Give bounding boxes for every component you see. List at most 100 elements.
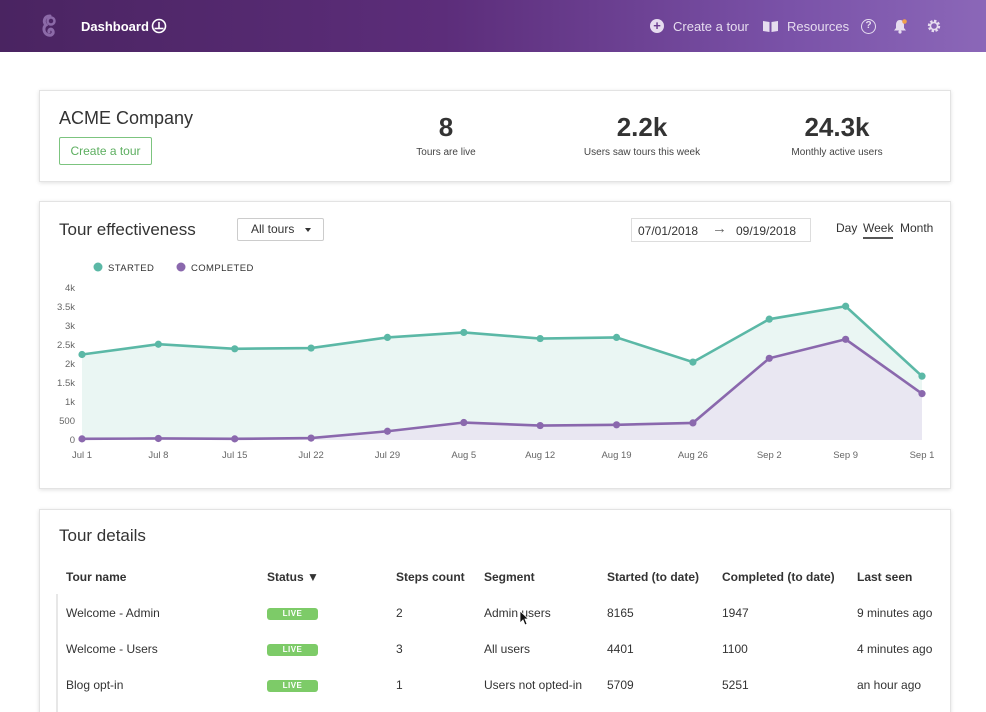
data-point-completed bbox=[689, 419, 697, 427]
data-point-started bbox=[383, 333, 392, 341]
x-tick-label: Aug 26 bbox=[678, 450, 708, 461]
data-point-completed bbox=[78, 435, 86, 443]
chart-title: Tour effectiveness bbox=[59, 220, 196, 239]
data-point-completed bbox=[918, 390, 926, 398]
cell-last-seen: 9 minutes ago bbox=[857, 606, 933, 620]
date-range-picker[interactable]: 07/01/2018 → 09/19/2018 bbox=[631, 218, 811, 242]
data-point-completed bbox=[231, 435, 239, 443]
help-icon: ? bbox=[861, 18, 876, 34]
nav-dashboard-link[interactable]: Dashboard bbox=[81, 19, 149, 34]
cell-last-seen: an hour ago bbox=[857, 678, 922, 692]
legend-label-started: STARTED bbox=[108, 263, 154, 274]
cell-completed: 5251 bbox=[722, 678, 749, 692]
cell-started: 8165 bbox=[607, 606, 634, 620]
nav-resources[interactable]: Resources bbox=[763, 0, 849, 52]
column-header-steps-count[interactable]: Steps count bbox=[396, 570, 465, 584]
column-header-segment[interactable]: Segment bbox=[484, 570, 535, 584]
series-area-completed bbox=[82, 339, 922, 440]
data-point-completed bbox=[383, 427, 392, 435]
date-to[interactable]: 09/19/2018 bbox=[736, 224, 797, 238]
x-tick-label: Aug 5 bbox=[451, 450, 476, 461]
legend-marker-completed bbox=[176, 262, 186, 272]
period-month[interactable]: Month bbox=[900, 221, 934, 235]
stat-value: 8 bbox=[438, 112, 454, 142]
nav-create-tour-label: Create a tour bbox=[673, 18, 749, 34]
tour-effectiveness-chart: 0 500 1k 1.5k 2k 2.5k 3k 3.5k 4k Jul 1 Jul 8 Jul 15… bbox=[57, 262, 935, 461]
nav-create-tour[interactable]: + Create a tour bbox=[650, 0, 749, 52]
column-header-started[interactable]: Started (to date) bbox=[607, 570, 700, 584]
book-icon bbox=[763, 21, 778, 32]
table-row[interactable]: Welcome - Users LIVE 3 All users 4401 11… bbox=[56, 632, 952, 668]
cell-tour-name[interactable]: Welcome - Users bbox=[66, 642, 158, 656]
series-line-started bbox=[81, 304, 923, 378]
x-tick-label: Sep 1 bbox=[910, 450, 935, 461]
period-day[interactable]: Day bbox=[836, 221, 858, 235]
cell-started: 5709 bbox=[607, 678, 634, 692]
data-point-started bbox=[689, 358, 697, 366]
cell-last-seen: 4 minutes ago bbox=[857, 642, 933, 656]
data-point-completed bbox=[307, 434, 315, 442]
tour-filter-dropdown[interactable]: All tours bbox=[237, 218, 324, 241]
column-header-last-seen[interactable]: Last seen bbox=[857, 570, 913, 584]
y-tick-label: 1.5k bbox=[57, 378, 75, 389]
x-tick-label: Sep 2 bbox=[757, 450, 782, 461]
tour-effectiveness-card: 0 500 1k 1.5k 2k 2.5k 3k 3.5k 4k Jul 1 Jul 8 Jul 15… bbox=[39, 201, 951, 489]
x-tick-label: Jul 15 bbox=[222, 450, 247, 461]
column-header-completed[interactable]: Completed (to date) bbox=[722, 570, 835, 584]
nav-help[interactable]: ? bbox=[861, 0, 876, 52]
company-name: ACME Company bbox=[59, 108, 194, 128]
cell-segment: Users not opted-in bbox=[484, 678, 583, 692]
date-from[interactable]: 07/01/2018 bbox=[638, 224, 699, 238]
cell-tour-name[interactable]: Welcome - Admin bbox=[66, 606, 160, 620]
caret-down-icon bbox=[305, 228, 311, 232]
legend-marker-started bbox=[93, 262, 103, 272]
data-point-completed bbox=[612, 421, 621, 429]
data-point-started bbox=[536, 334, 544, 343]
y-tick-label: 1k bbox=[65, 397, 75, 408]
y-tick-label: 2.5k bbox=[57, 340, 75, 351]
column-header-status[interactable]: Status ▼ bbox=[267, 570, 319, 584]
x-tick-label: Aug 12 bbox=[525, 450, 555, 461]
table-row[interactable]: Welcome - Admin LIVE 2 Admin users 8165 … bbox=[56, 596, 952, 632]
nav-resources-label: Resources bbox=[787, 18, 850, 34]
period-week[interactable]: Week bbox=[863, 221, 894, 239]
y-tick-label: 3k bbox=[65, 321, 75, 332]
data-point-started bbox=[154, 340, 162, 348]
data-point-started bbox=[612, 333, 621, 341]
y-tick-label: 0 bbox=[70, 435, 75, 446]
gear-icon bbox=[927, 19, 941, 33]
x-tick-label: Jul 29 bbox=[375, 450, 400, 461]
cell-tour-name[interactable]: Blog opt-in bbox=[66, 678, 124, 692]
stat-monthly-active-users: 24.3k Monthly active users bbox=[777, 111, 897, 158]
table-row[interactable]: Blog opt-in LIVE 1 Users not opted-in 57… bbox=[56, 668, 952, 704]
summary-card: ACME Company Create a tour 8 Tours are l… bbox=[39, 90, 951, 182]
data-point-started bbox=[842, 302, 850, 310]
series-line-completed bbox=[81, 337, 923, 441]
data-point-started bbox=[78, 350, 86, 359]
y-tick-label: 4k bbox=[65, 283, 75, 294]
y-tick-label: 500 bbox=[59, 416, 75, 427]
data-point-completed bbox=[460, 418, 468, 427]
stat-value: 2.2k bbox=[616, 112, 668, 142]
data-point-completed bbox=[765, 354, 773, 362]
app-logo-icon[interactable] bbox=[40, 14, 60, 40]
nav-notifications[interactable] bbox=[893, 0, 907, 52]
arrow-right-icon: → bbox=[712, 220, 727, 237]
cell-steps: 1 bbox=[396, 678, 403, 692]
cell-started: 4401 bbox=[607, 642, 634, 656]
cell-steps: 2 bbox=[396, 606, 403, 620]
stat-label: Monthly active users bbox=[791, 147, 883, 158]
stat-users-saw-tours: 2.2k Users saw tours this week bbox=[570, 111, 714, 158]
x-tick-label: Jul 8 bbox=[148, 450, 168, 461]
y-tick-label: 2k bbox=[65, 359, 75, 370]
dashboard-gauge-icon[interactable] bbox=[151, 18, 167, 34]
cell-segment: All users bbox=[484, 642, 531, 656]
status-badge: LIVE bbox=[267, 608, 318, 620]
column-header-tour-name[interactable]: Tour name bbox=[66, 570, 127, 584]
nav-settings[interactable] bbox=[926, 0, 942, 52]
create-tour-button[interactable]: Create a tour bbox=[59, 137, 152, 165]
cell-steps: 3 bbox=[396, 642, 403, 656]
y-tick-label: 3.5k bbox=[57, 302, 75, 313]
x-tick-label: Jul 22 bbox=[298, 450, 323, 461]
tour-details-card: Tour details Tour name Status ▼ Steps co… bbox=[39, 509, 951, 712]
